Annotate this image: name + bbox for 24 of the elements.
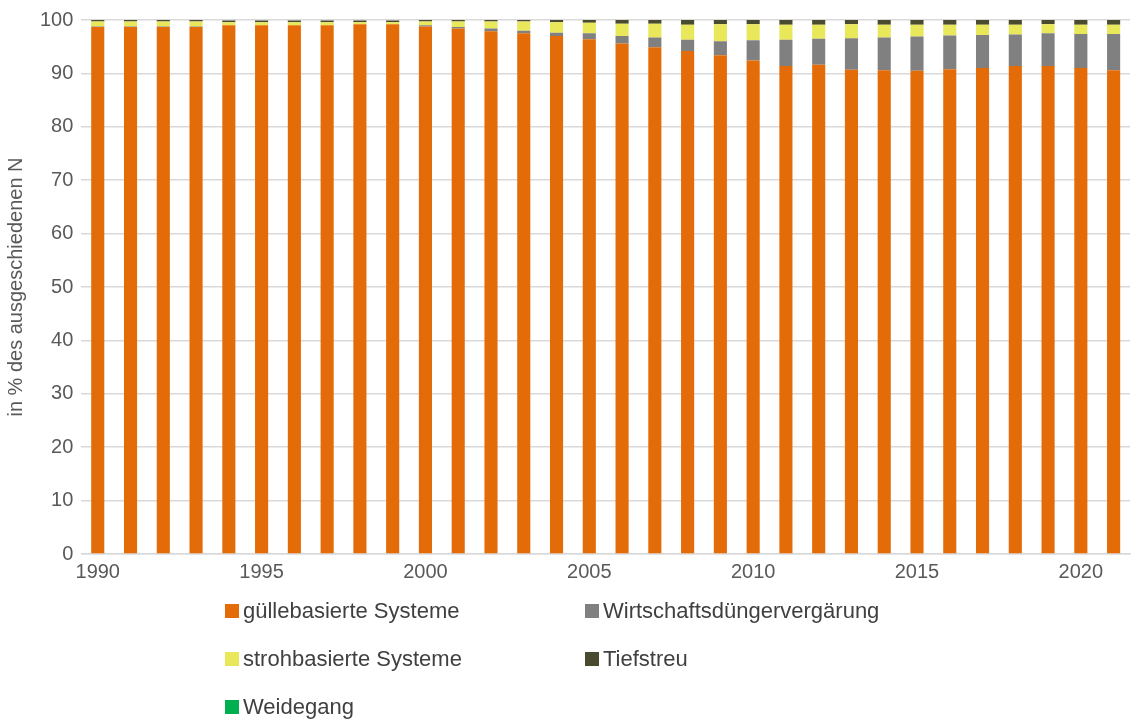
x-tick-label: 1990 [75,559,120,582]
x-tick-label: 2020 [1058,559,1104,582]
x-tick-label: 2015 [894,559,940,582]
x-tick-label: 2000 [403,559,448,582]
legend-label: Wirtschaftsdüngervergärung [603,598,880,624]
y-axis-title: in % des ausgeschiedenen N [3,157,26,417]
y-tick-label: 20 [51,434,74,457]
legend-label: Weidegang [243,694,354,720]
legend-label: strohbasierte Systeme [243,646,462,672]
legend-label: Tiefstreu [603,646,688,672]
y-tick-label: 50 [51,274,74,297]
x-tick-label: 2005 [567,559,612,582]
y-tick-label: 30 [51,381,74,404]
y-tick-label: 80 [51,114,74,137]
y-tick-label: 0 [62,541,74,564]
x-tick-label: 2010 [730,559,776,582]
y-tick-label: 10 [51,488,74,511]
x-tick-label: 1995 [239,559,284,582]
y-tick-label: 60 [51,221,74,244]
legend-label: güllebasierte Systeme [243,598,460,624]
y-tick-label: 90 [51,60,74,83]
y-tick-label: 40 [51,327,74,350]
y-tick-label: 70 [51,167,74,190]
y-tick-label: 100 [39,7,74,30]
